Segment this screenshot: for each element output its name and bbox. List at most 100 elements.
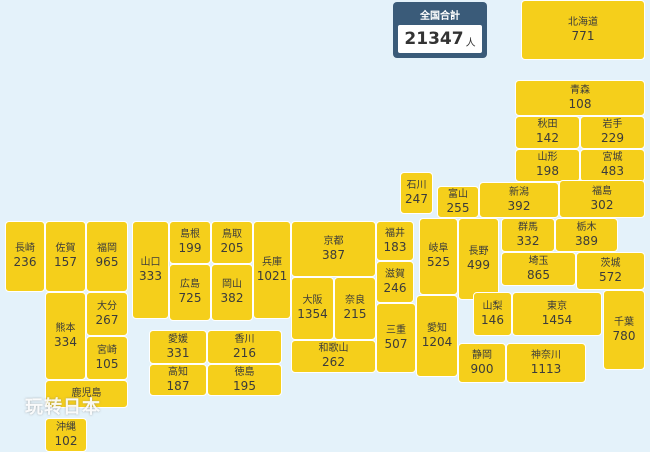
prefecture-name: 岐阜 bbox=[428, 243, 449, 255]
prefecture-count: 382 bbox=[220, 291, 244, 306]
prefecture-name: 福岡 bbox=[97, 243, 117, 255]
prefecture-kochi[interactable]: 高知 187 bbox=[149, 364, 207, 396]
prefecture-aomori[interactable]: 青森 108 bbox=[515, 80, 645, 116]
prefecture-wakayama[interactable]: 和歌山 262 bbox=[291, 340, 376, 373]
prefecture-name: 三重 bbox=[386, 324, 406, 336]
prefecture-count: 262 bbox=[322, 355, 345, 370]
prefecture-fukui[interactable]: 福井 183 bbox=[376, 221, 414, 261]
prefecture-tochigi[interactable]: 栃木 389 bbox=[555, 218, 618, 252]
prefecture-kanagawa[interactable]: 神奈川 1113 bbox=[506, 343, 586, 383]
prefecture-mie[interactable]: 三重 507 bbox=[376, 303, 416, 373]
prefecture-count: 387 bbox=[322, 247, 345, 262]
national-total-panel: 全国合計 21347 人 bbox=[393, 2, 487, 58]
prefecture-tokushima[interactable]: 徳島 195 bbox=[207, 364, 282, 396]
prefecture-fukuoka[interactable]: 福岡 965 bbox=[86, 221, 128, 292]
national-total-unit: 人 bbox=[465, 37, 476, 49]
prefecture-count: 525 bbox=[427, 255, 450, 270]
prefecture-count: 1204 bbox=[421, 334, 453, 349]
prefecture-count: 1113 bbox=[530, 361, 562, 376]
prefecture-name: 長崎 bbox=[15, 243, 35, 255]
prefecture-niigata[interactable]: 新潟 392 bbox=[479, 182, 559, 218]
prefecture-name: 高知 bbox=[168, 366, 188, 378]
prefecture-count: 1454 bbox=[541, 312, 573, 327]
prefecture-chiba[interactable]: 千葉 780 bbox=[603, 290, 645, 370]
prefecture-name: 愛媛 bbox=[168, 333, 188, 345]
prefecture-nara[interactable]: 奈良 215 bbox=[334, 277, 376, 340]
prefecture-kumamoto[interactable]: 熊本 334 bbox=[45, 292, 86, 380]
prefecture-name: 沖縄 bbox=[56, 421, 76, 433]
prefecture-hyogo[interactable]: 兵庫 1021 bbox=[253, 221, 291, 319]
prefecture-count: 1354 bbox=[297, 307, 328, 322]
prefecture-count: 725 bbox=[178, 291, 202, 306]
prefecture-count: 157 bbox=[54, 255, 77, 270]
prefecture-tottori[interactable]: 鳥取 205 bbox=[211, 221, 253, 264]
prefecture-ehime[interactable]: 愛媛 331 bbox=[149, 330, 207, 364]
prefecture-name: 埼玉 bbox=[528, 255, 549, 267]
prefecture-count: 183 bbox=[383, 239, 407, 254]
prefecture-okayama[interactable]: 岡山 382 bbox=[211, 264, 253, 321]
prefecture-count: 572 bbox=[599, 269, 622, 284]
prefecture-name: 石川 bbox=[406, 179, 427, 191]
prefecture-count: 102 bbox=[54, 433, 78, 448]
prefecture-nagasaki[interactable]: 長崎 236 bbox=[5, 221, 45, 292]
prefecture-shizuoka[interactable]: 静岡 900 bbox=[458, 343, 506, 383]
prefecture-count: 105 bbox=[95, 356, 119, 371]
prefecture-miyazaki[interactable]: 宮崎 105 bbox=[86, 336, 128, 380]
prefecture-count: 389 bbox=[575, 233, 598, 248]
national-total-value: 21347 bbox=[404, 29, 464, 49]
prefecture-name: 大阪 bbox=[302, 295, 323, 307]
prefecture-yamagata[interactable]: 山形 198 bbox=[515, 149, 580, 182]
prefecture-name: 福井 bbox=[385, 227, 405, 239]
prefecture-kyoto[interactable]: 京都 387 bbox=[291, 221, 376, 277]
prefecture-count: 146 bbox=[481, 312, 504, 327]
prefecture-yamanashi[interactable]: 山梨 146 bbox=[473, 292, 512, 336]
prefecture-hiroshima[interactable]: 広島 725 bbox=[169, 264, 211, 321]
prefecture-count: 965 bbox=[95, 255, 119, 270]
prefecture-name: 島根 bbox=[180, 229, 200, 241]
prefecture-shiga[interactable]: 滋賀 246 bbox=[376, 261, 414, 303]
prefecture-kagawa[interactable]: 香川 216 bbox=[207, 330, 282, 364]
prefecture-gifu[interactable]: 岐阜 525 bbox=[419, 218, 458, 295]
prefecture-saga[interactable]: 佐賀 157 bbox=[45, 221, 86, 292]
prefecture-yamaguchi[interactable]: 山口 333 bbox=[132, 221, 169, 319]
prefecture-oita[interactable]: 大分 267 bbox=[86, 292, 128, 336]
prefecture-fukushima[interactable]: 福島 302 bbox=[559, 180, 645, 218]
prefecture-name: 佐賀 bbox=[55, 243, 76, 255]
prefecture-name: 静岡 bbox=[472, 349, 492, 361]
prefecture-name: 京都 bbox=[323, 235, 344, 247]
prefecture-okinawa[interactable]: 沖縄 102 bbox=[45, 418, 87, 452]
prefecture-name: 山形 bbox=[537, 152, 558, 164]
prefecture-count: 333 bbox=[139, 268, 162, 283]
prefecture-nagano[interactable]: 長野 499 bbox=[458, 218, 499, 300]
prefecture-ibaraki[interactable]: 茨城 572 bbox=[576, 252, 645, 290]
prefecture-name: 広島 bbox=[180, 279, 200, 291]
prefecture-count: 392 bbox=[507, 198, 531, 213]
prefecture-akita[interactable]: 秋田 142 bbox=[515, 116, 580, 149]
prefecture-shimane[interactable]: 島根 199 bbox=[169, 221, 211, 264]
prefecture-toyama[interactable]: 富山 255 bbox=[437, 186, 479, 218]
prefecture-name: 徳島 bbox=[234, 366, 255, 378]
prefecture-osaka[interactable]: 大阪 1354 bbox=[291, 277, 334, 340]
prefecture-name: 富山 bbox=[448, 188, 468, 200]
prefecture-aichi[interactable]: 愛知 1204 bbox=[416, 295, 458, 377]
prefecture-count: 246 bbox=[383, 280, 407, 295]
prefecture-name: 神奈川 bbox=[531, 349, 561, 361]
prefecture-tokyo[interactable]: 東京 1454 bbox=[512, 292, 602, 336]
prefecture-name: 兵庫 bbox=[262, 256, 282, 268]
national-total-label: 全国合計 bbox=[420, 11, 460, 22]
prefecture-gunma[interactable]: 群馬 332 bbox=[501, 218, 555, 252]
prefecture-count: 142 bbox=[536, 131, 559, 146]
prefecture-count: 195 bbox=[233, 378, 256, 393]
prefecture-ishikawa[interactable]: 石川 247 bbox=[400, 172, 433, 214]
prefecture-count: 216 bbox=[233, 345, 256, 360]
prefecture-hokkaido[interactable]: 北海道 771 bbox=[521, 0, 645, 60]
prefecture-count: 334 bbox=[54, 334, 77, 349]
prefecture-kagoshima[interactable]: 鹿児島 bbox=[45, 380, 128, 408]
prefecture-count: 865 bbox=[527, 267, 550, 282]
prefecture-saitama[interactable]: 埼玉 865 bbox=[501, 252, 576, 286]
prefecture-count: 215 bbox=[343, 307, 367, 322]
prefecture-iwate[interactable]: 岩手 229 bbox=[580, 116, 645, 149]
prefecture-count: 267 bbox=[95, 312, 119, 327]
prefecture-miyagi[interactable]: 宮城 483 bbox=[580, 149, 645, 182]
